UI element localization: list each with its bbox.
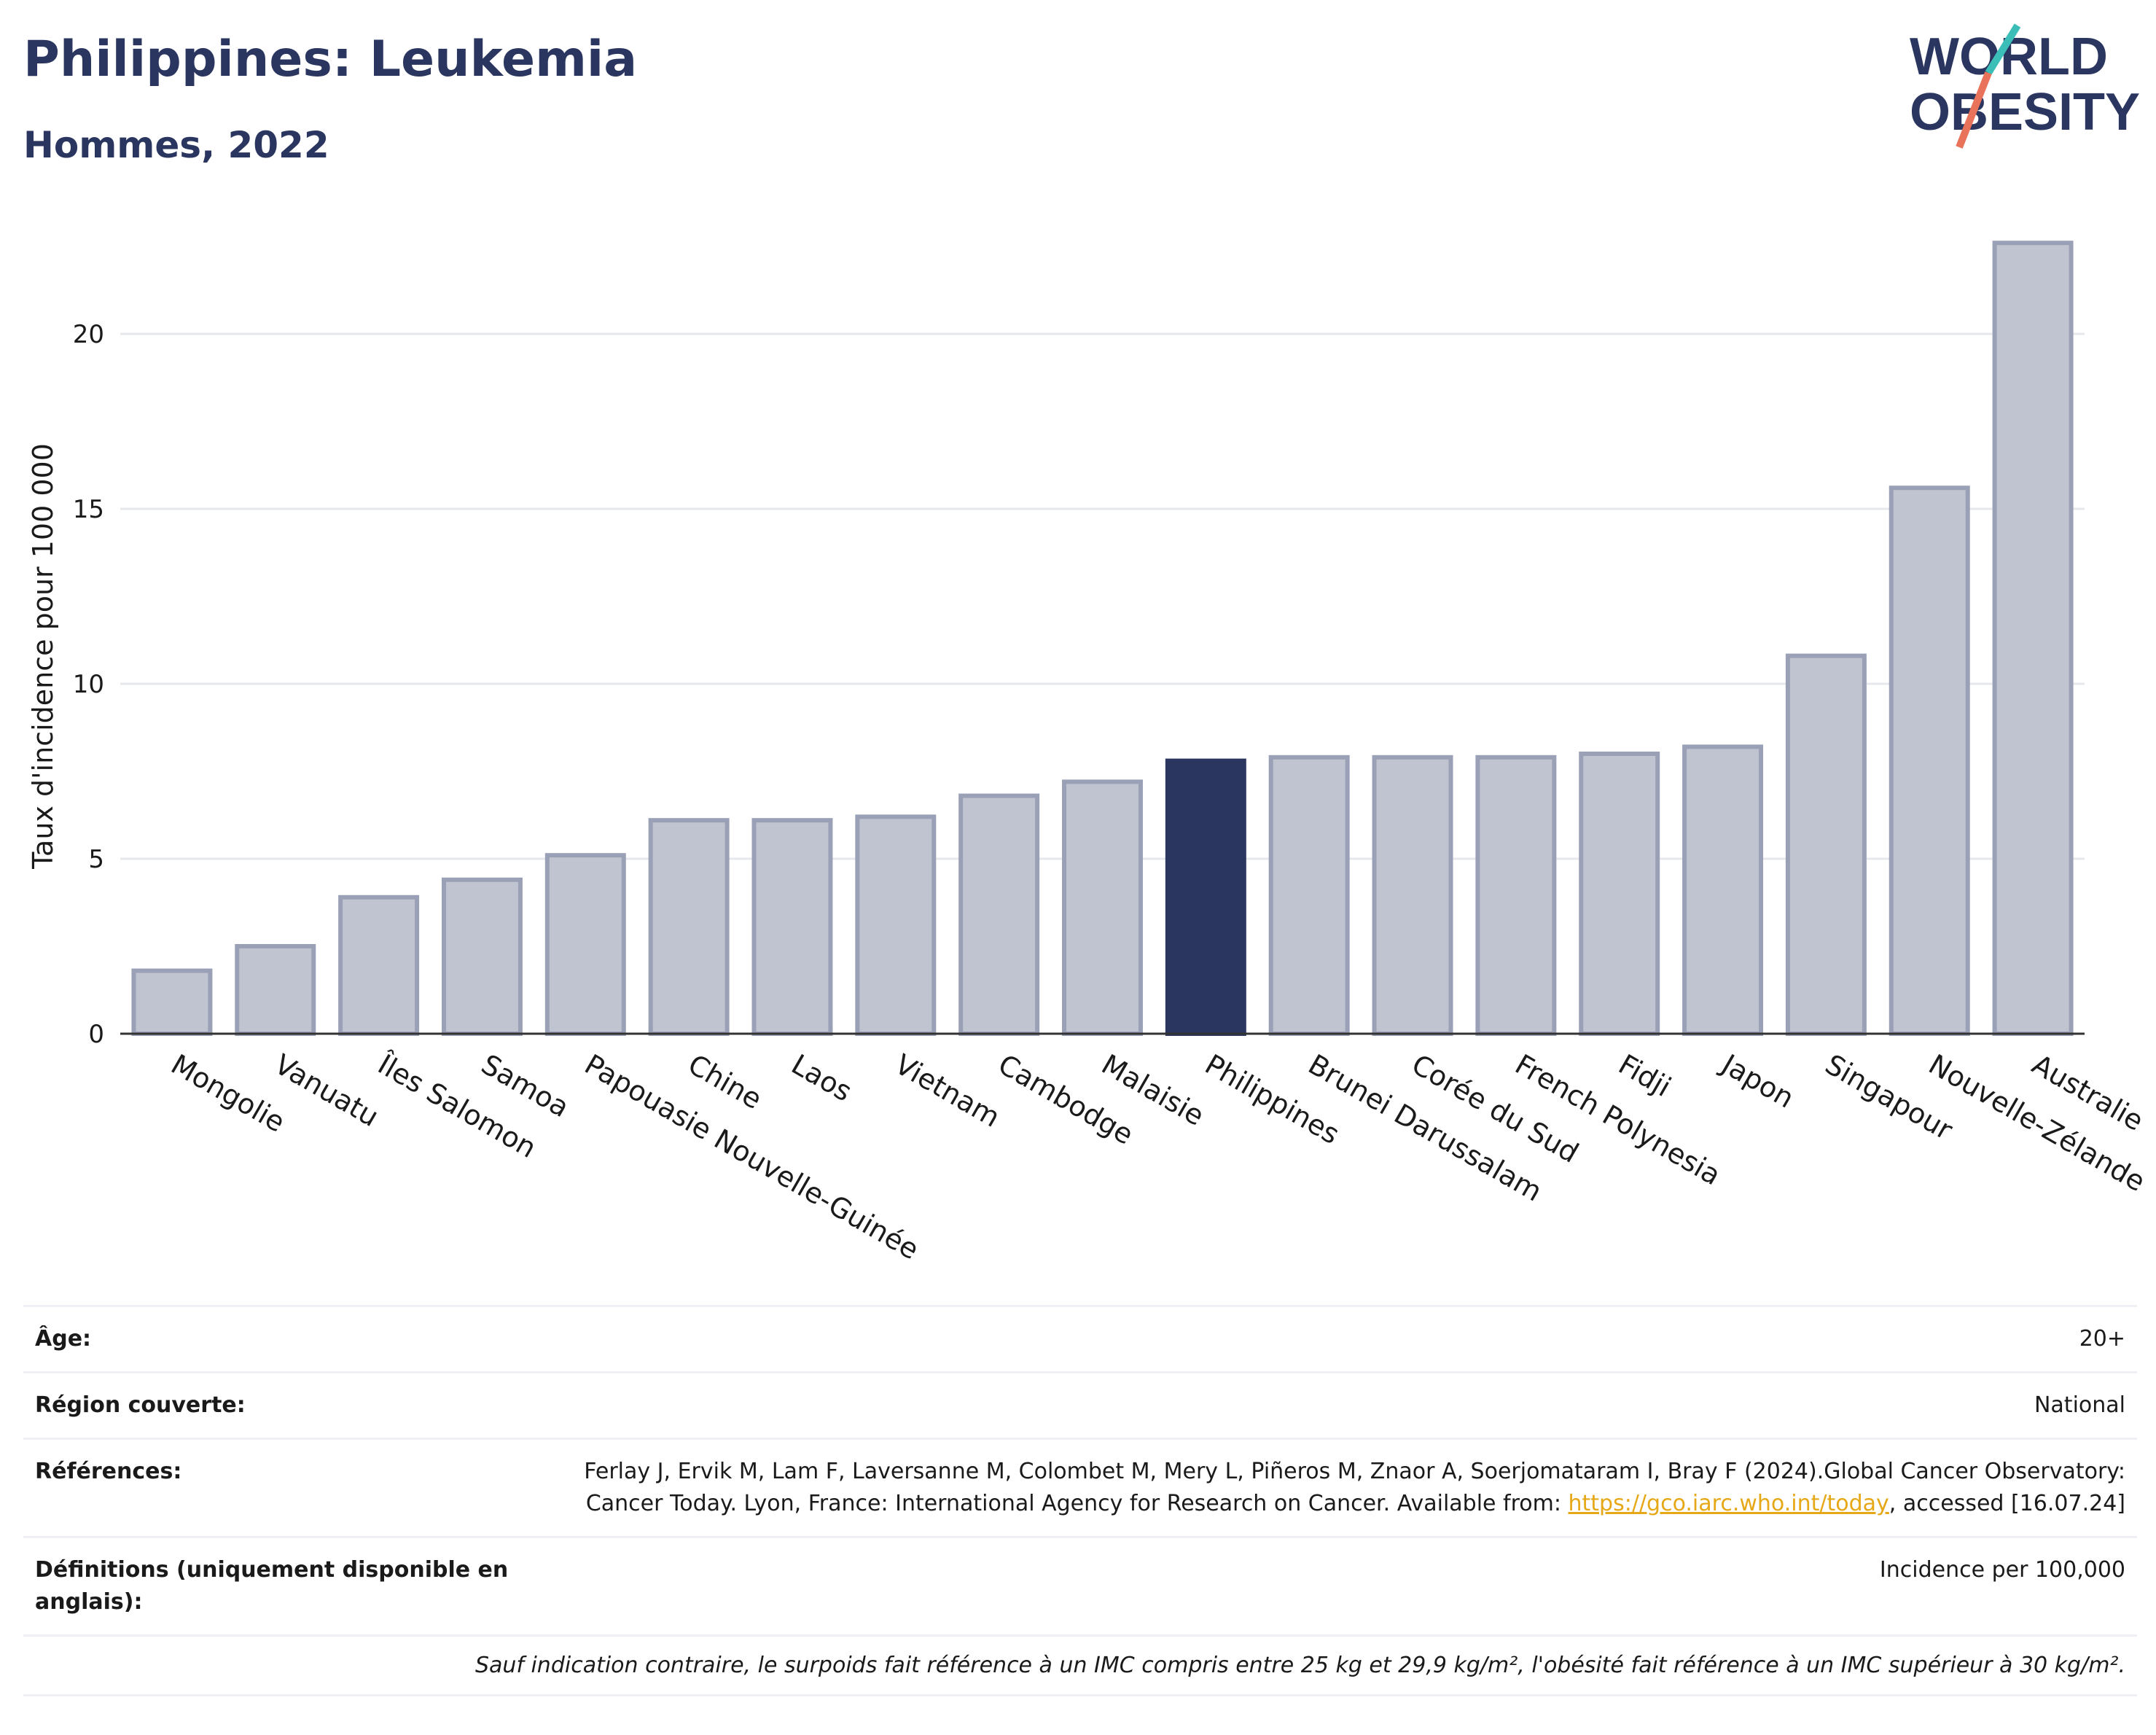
bar-vietnam[interactable] — [855, 814, 937, 1037]
x-tick-label: Mongolie — [165, 1048, 290, 1139]
chart-subtitle: Hommes, 2022 — [23, 124, 329, 166]
bar-cor-e-du-sud[interactable] — [1372, 755, 1453, 1037]
meta-row-region: Région couverte: National — [23, 1371, 2137, 1438]
region-label: Région couverte: — [35, 1392, 246, 1418]
world-obesity-logo: WORLD OBESITY — [1910, 23, 2140, 149]
y-tick-label: 10 — [73, 670, 104, 699]
logo-line2: OBESITY — [1910, 83, 2140, 141]
bar-singapour[interactable] — [1785, 653, 1867, 1036]
bars-layer — [131, 241, 2074, 1037]
bar-mongolie[interactable] — [131, 968, 213, 1036]
x-tick-label: Vanuatu — [269, 1048, 384, 1133]
references-link[interactable]: https://gco.iarc.who.int/today — [1568, 1491, 1889, 1516]
references-accessed: , accessed [16.07.24] — [1889, 1491, 2125, 1516]
logo-slash-coral — [1956, 71, 1992, 149]
x-tick-label: Fidji — [1613, 1048, 1676, 1104]
meta-row-references: Références: Ferlay J, Ervik M, Lam F, La… — [23, 1438, 2137, 1536]
age-label: Âge: — [35, 1326, 92, 1352]
bar-samoa[interactable] — [441, 877, 523, 1037]
references-text: Ferlay J, Ervik M, Lam F, Laversanne M, … — [584, 1459, 2125, 1516]
y-tick-label: 5 — [88, 845, 104, 874]
definitions-value: Incidence per 100,000 — [1879, 1557, 2125, 1583]
references-value: Ferlay J, Ervik M, Lam F, Laversanne M, … — [531, 1456, 2125, 1520]
y-tick-label: 20 — [73, 320, 104, 349]
region-value: National — [2034, 1392, 2125, 1418]
bar-french-polynesia[interactable] — [1475, 755, 1557, 1037]
bar-australie[interactable] — [1992, 241, 2074, 1037]
meta-row-age: Âge: 20+ — [23, 1305, 2137, 1371]
bar-laos[interactable] — [751, 818, 833, 1036]
bar-malaisie[interactable] — [1062, 779, 1143, 1037]
y-tick-label: 15 — [73, 495, 104, 524]
logo-slash-teal — [1985, 23, 2021, 75]
bar-cambodge[interactable] — [958, 793, 1040, 1036]
bar-vanuatu[interactable] — [235, 944, 316, 1036]
bar-papouasie-nouvelle-guin-e[interactable] — [544, 853, 626, 1036]
age-value: 20+ — [2079, 1326, 2125, 1352]
references-label: Références: — [35, 1459, 182, 1484]
bar-japon[interactable] — [1682, 744, 1764, 1037]
x-tick-label: Vietnam — [889, 1048, 1005, 1134]
bar-philippines[interactable] — [1165, 758, 1246, 1036]
bar-nouvelle-z-lande[interactable] — [1889, 486, 1970, 1036]
meta-row-definitions: Définitions (uniquement disponible en an… — [23, 1536, 2137, 1634]
chart-title: Philippines: Leukemia — [23, 31, 638, 88]
bar--les-salomon[interactable] — [338, 894, 420, 1037]
metadata-table: Âge: 20+ Région couverte: National Référ… — [23, 1305, 2137, 1696]
y-axis-label: Taux d'incidence pour 100 000 — [27, 443, 59, 870]
bar-fidji[interactable] — [1579, 752, 1660, 1036]
definitions-label: Définitions (uniquement disponible en an… — [35, 1557, 509, 1615]
footnote: Sauf indication contraire, le surpoids f… — [23, 1634, 2137, 1696]
bar-chine[interactable] — [648, 818, 730, 1036]
x-tick-label: Japon — [1715, 1048, 1799, 1115]
x-tick-label: Laos — [786, 1048, 857, 1108]
bar-brunei-darussalam[interactable] — [1268, 755, 1350, 1037]
y-tick-label: 0 — [88, 1020, 104, 1049]
